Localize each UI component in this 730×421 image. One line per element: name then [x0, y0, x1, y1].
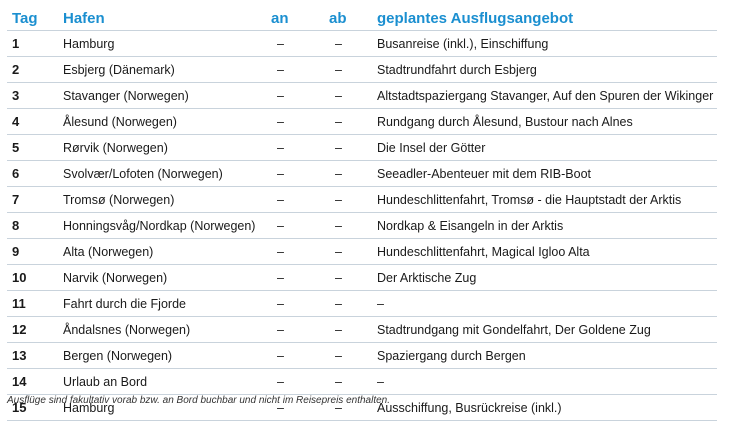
- table-row: 3 Stavanger (Norwegen) – – Altstadtspazierga…: [7, 82, 717, 109]
- row-departure: –: [317, 290, 377, 317]
- row-excursion: Busanreise (inkl.), Einschiffung: [377, 30, 717, 57]
- header-angebot: geplantes Ausflugsangebot: [377, 9, 574, 27]
- row-excursion: Stadtrundfahrt durch Esbjerg: [377, 56, 717, 83]
- row-port: Svolvær/Lofoten (Norwegen): [63, 160, 259, 187]
- table-row: 13 Bergen (Norwegen) – – Spaziergang durch B…: [7, 342, 717, 369]
- row-departure: –: [317, 160, 377, 187]
- row-day: 14: [7, 368, 63, 395]
- row-day: 10: [7, 264, 63, 291]
- table-row: 5 Rørvik (Norwegen) – – Die Insel der Götter: [7, 134, 717, 161]
- row-excursion: Der Arktische Zug: [377, 264, 717, 291]
- row-day: 13: [7, 342, 63, 369]
- row-port: Fahrt durch die Fjorde: [63, 290, 259, 317]
- row-day: 12: [7, 316, 63, 343]
- row-port: Esbjerg (Dänemark): [63, 56, 259, 83]
- row-excursion: Die Insel der Götter: [377, 134, 717, 161]
- row-port: Stavanger (Norwegen): [63, 82, 259, 109]
- table-row: 8 Honningsvåg/Nordkap (Norwegen) – – Nordkap…: [7, 212, 717, 239]
- row-arrival: –: [259, 134, 317, 161]
- table-row: 9 Alta (Norwegen) – – Hundeschlittenfahrt, M…: [7, 238, 717, 265]
- itinerary-table: Tag Hafen an ab geplantes Ausflugsangebo…: [7, 6, 717, 421]
- row-port: Rørvik (Norwegen): [63, 134, 259, 161]
- row-excursion: Altstadtspaziergang Stavanger, Auf den S…: [377, 82, 717, 109]
- row-arrival: –: [259, 342, 317, 369]
- row-departure: –: [317, 212, 377, 239]
- row-day: 2: [7, 56, 63, 83]
- row-arrival: –: [259, 316, 317, 343]
- row-port: Alta (Norwegen): [63, 238, 259, 265]
- row-excursion: Spaziergang durch Bergen: [377, 342, 717, 369]
- header-row: Tag Hafen an ab geplantes Ausflugsangebo…: [7, 6, 717, 31]
- row-port: Hamburg: [63, 394, 259, 421]
- row-departure: –: [317, 82, 377, 109]
- row-excursion: Nordkap & Eisangeln in der Arktis: [377, 212, 717, 239]
- row-day: 1: [7, 30, 63, 57]
- table-body: 1 Hamburg – – Busanreise (inkl.), Einschiffu…: [7, 30, 717, 421]
- row-day: 7: [7, 186, 63, 213]
- table-row: 7 Tromsø (Norwegen) – – Hundeschlittenfahrt,…: [7, 186, 717, 213]
- row-excursion: –: [377, 368, 717, 395]
- row-day: 8: [7, 212, 63, 239]
- row-departure: –: [317, 134, 377, 161]
- table-row: 6 Svolvær/Lofoten (Norwegen) – – Seeadler-Ab…: [7, 160, 717, 187]
- table-row: 11 Fahrt durch die Fjorde – – –: [7, 290, 717, 317]
- row-departure: –: [317, 30, 377, 57]
- row-arrival: –: [259, 238, 317, 265]
- table-row: 10 Narvik (Norwegen) – – Der Arktische Zug: [7, 264, 717, 291]
- row-excursion: Rundgang durch Ålesund, Bustour nach Aln…: [377, 108, 717, 135]
- row-arrival: –: [259, 264, 317, 291]
- row-arrival: –: [259, 56, 317, 83]
- row-excursion: Seeadler-Abenteuer mit dem RIB-Boot: [377, 160, 717, 187]
- row-port: Narvik (Norwegen): [63, 264, 259, 291]
- row-port: Honningsvåg/Nordkap (Norwegen): [63, 212, 259, 239]
- row-departure: –: [317, 316, 377, 343]
- row-port: Bergen (Norwegen): [63, 342, 259, 369]
- header-hafen: Hafen: [63, 9, 105, 27]
- row-day: 11: [7, 290, 63, 317]
- row-arrival: –: [259, 368, 317, 395]
- table-header: Tag Hafen an ab geplantes Ausflugsangebo…: [7, 6, 717, 31]
- footnote: Ausflüge sind fakultativ vorab bzw. an B…: [7, 395, 390, 406]
- row-departure: –: [317, 342, 377, 369]
- row-departure: –: [317, 394, 377, 421]
- row-excursion: –: [377, 290, 717, 317]
- row-arrival: –: [259, 160, 317, 187]
- row-departure: –: [317, 368, 377, 395]
- row-excursion: Hundeschlittenfahrt, Tromsø - die Haupts…: [377, 186, 717, 213]
- table-row: 14 Urlaub an Bord – – –: [7, 368, 717, 395]
- row-port: Urlaub an Bord: [63, 368, 259, 395]
- row-departure: –: [317, 108, 377, 135]
- row-excursion: Ausschiffung, Busrückreise (inkl.): [377, 394, 717, 421]
- row-departure: –: [317, 264, 377, 291]
- row-departure: –: [317, 56, 377, 83]
- header-ab: ab: [329, 9, 347, 27]
- row-day: 4: [7, 108, 63, 135]
- row-port: Åndalsnes (Norwegen): [63, 316, 259, 343]
- row-departure: –: [317, 238, 377, 265]
- row-port: Hamburg: [63, 30, 259, 57]
- row-arrival: –: [259, 82, 317, 109]
- row-day: 3: [7, 82, 63, 109]
- table-row: 2 Esbjerg (Dänemark) – – Stadtrundfahrt durc…: [7, 56, 717, 83]
- row-arrival: –: [259, 108, 317, 135]
- table-row: 4 Ålesund (Norwegen) – – Rundgang durch Åles…: [7, 108, 717, 135]
- header-tag: Tag: [12, 9, 38, 27]
- row-excursion: Hundeschlittenfahrt, Magical Igloo Alta: [377, 238, 717, 265]
- row-arrival: –: [259, 212, 317, 239]
- row-arrival: –: [259, 30, 317, 57]
- row-day: 5: [7, 134, 63, 161]
- header-an: an: [271, 9, 289, 27]
- row-day: 9: [7, 238, 63, 265]
- row-port: Ålesund (Norwegen): [63, 108, 259, 135]
- row-day: 6: [7, 160, 63, 187]
- table-row: 12 Åndalsnes (Norwegen) – – Stadtrundgang mi…: [7, 316, 717, 343]
- row-arrival: –: [259, 290, 317, 317]
- row-excursion: Stadtrundgang mit Gondelfahrt, Der Golde…: [377, 316, 717, 343]
- table-row: 1 Hamburg – – Busanreise (inkl.), Einschiffu…: [7, 30, 717, 57]
- row-day: 15: [7, 394, 63, 421]
- row-port: Tromsø (Norwegen): [63, 186, 259, 213]
- row-arrival: –: [259, 186, 317, 213]
- row-departure: –: [317, 186, 377, 213]
